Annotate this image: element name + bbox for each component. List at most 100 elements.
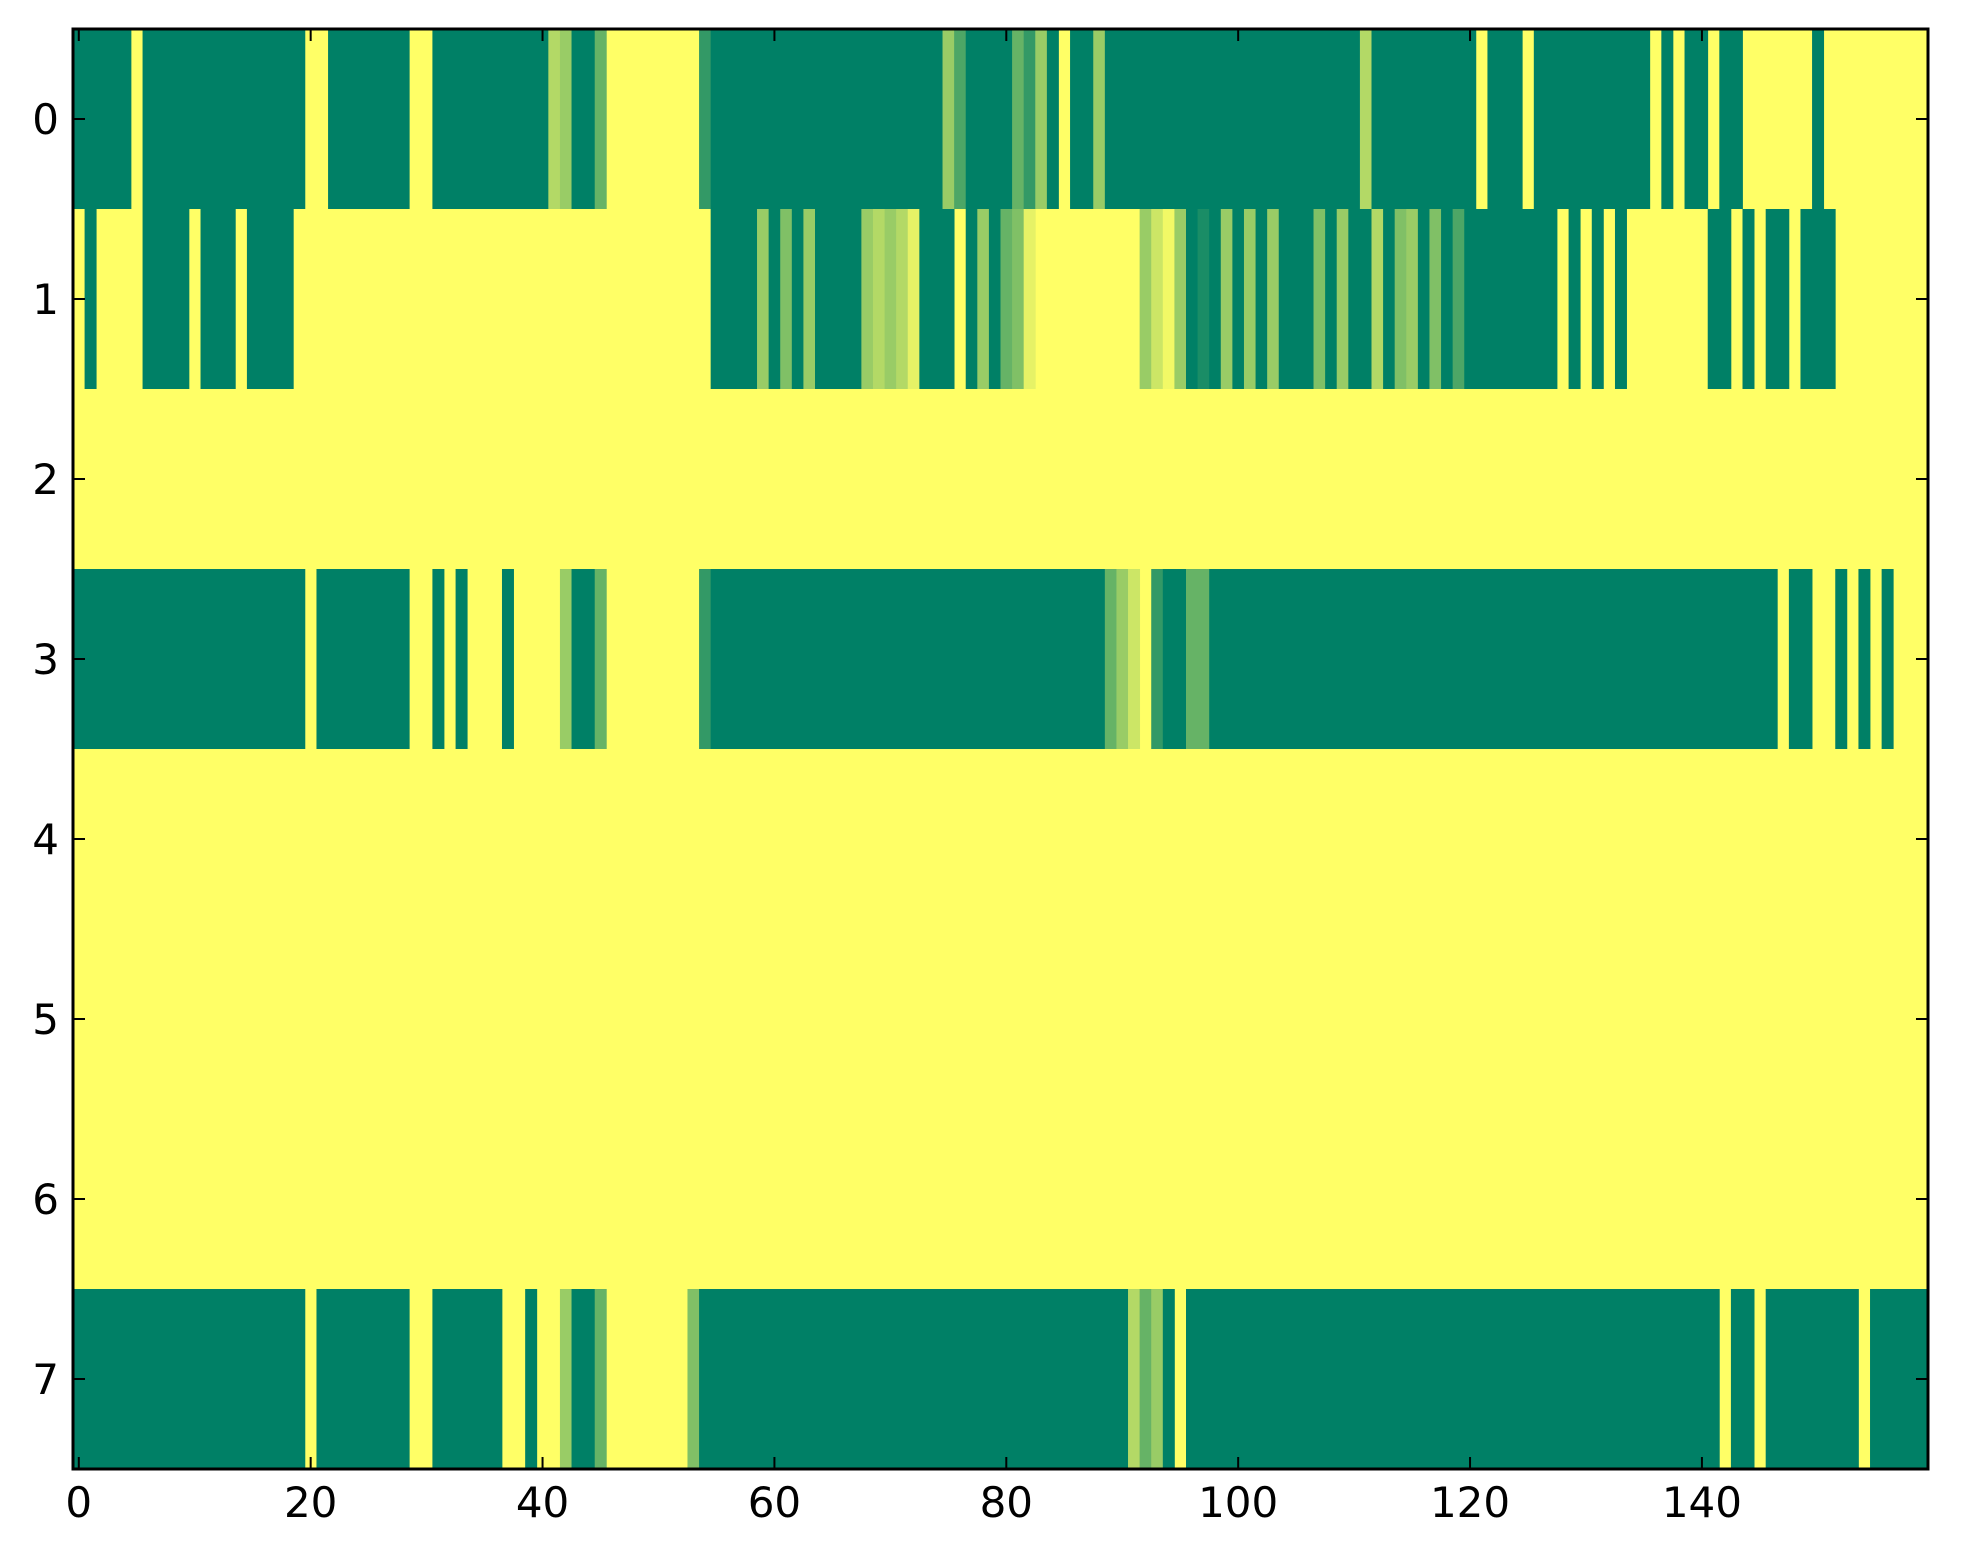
heatmap-cell-row-1 bbox=[1012, 209, 1025, 389]
heatmap-cell-row-1 bbox=[1232, 209, 1245, 389]
heatmap-cell-row-1 bbox=[1765, 209, 1790, 389]
heatmap-cell-row-7 bbox=[73, 1289, 306, 1469]
heatmap-cell-row-7 bbox=[559, 1289, 572, 1469]
heatmap-cell-row-0 bbox=[1035, 29, 1048, 209]
y-tick-label: 7 bbox=[32, 1355, 59, 1404]
heatmap-cell-row-0 bbox=[594, 29, 607, 209]
heatmap-cell-row-1 bbox=[1209, 209, 1222, 389]
y-tick-label: 0 bbox=[32, 95, 59, 144]
heatmap-cell-row-1 bbox=[1452, 209, 1465, 389]
x-tick-label: 60 bbox=[748, 1478, 801, 1527]
heatmap-cell-row-1 bbox=[246, 209, 294, 389]
heatmap-cell-row-0 bbox=[1046, 29, 1059, 209]
heatmap-cell-row-1 bbox=[1313, 209, 1326, 389]
heatmap-cell-row-1 bbox=[896, 209, 909, 389]
y-tick-label: 2 bbox=[32, 455, 59, 504]
heatmap-cell-row-1 bbox=[1139, 209, 1152, 389]
heatmap-cell-row-0 bbox=[1719, 29, 1743, 209]
heatmap-cell-row-1 bbox=[988, 209, 1001, 389]
heatmap-cell-row-0 bbox=[710, 29, 943, 209]
heatmap-cell-row-1 bbox=[872, 209, 885, 389]
heatmap-cell-row-1 bbox=[1394, 209, 1407, 389]
heatmap-cell-row-3 bbox=[501, 569, 514, 749]
heatmap-cell-row-7 bbox=[316, 1289, 410, 1469]
heatmap-cell-row-1 bbox=[757, 209, 770, 389]
heatmap-cell-row-1 bbox=[1371, 209, 1384, 389]
y-tick-label: 6 bbox=[32, 1175, 59, 1224]
heatmap-cell-row-0 bbox=[1684, 29, 1709, 209]
heatmap-cell-row-3 bbox=[1209, 569, 1778, 749]
heatmap-cell-row-0 bbox=[1359, 29, 1372, 209]
heatmap-cell-row-1 bbox=[1591, 209, 1604, 389]
y-tick-label: 4 bbox=[32, 815, 59, 864]
heatmap-cell-row-1 bbox=[1406, 209, 1419, 389]
heatmap-cell-row-1 bbox=[1243, 209, 1256, 389]
heatmap-cell-row-7 bbox=[1730, 1289, 1755, 1469]
heatmap-cell-row-0 bbox=[954, 29, 967, 209]
heatmap-cell-row-1 bbox=[200, 209, 236, 389]
y-tick-label: 3 bbox=[32, 635, 59, 684]
heatmap-cell-row-1 bbox=[907, 209, 920, 389]
heatmap-cell-row-1 bbox=[1614, 209, 1627, 389]
heatmap-cell-row-3 bbox=[1116, 569, 1129, 749]
x-tick-label: 140 bbox=[1662, 1478, 1742, 1527]
heatmap-cell-row-1 bbox=[861, 209, 874, 389]
heatmap-cell-row-0 bbox=[1070, 29, 1094, 209]
heatmap-cell-row-1 bbox=[1383, 209, 1396, 389]
heatmap-cell-row-1 bbox=[1000, 209, 1013, 389]
heatmap-cell-row-1 bbox=[1255, 209, 1268, 389]
heatmap-cell-row-1 bbox=[803, 209, 816, 389]
heatmap-cell-row-0 bbox=[1533, 29, 1651, 209]
heatmap-cell-row-7 bbox=[571, 1289, 596, 1469]
heatmap-cell-row-1 bbox=[1429, 209, 1442, 389]
heatmap-cell-row-1 bbox=[1186, 209, 1198, 389]
heatmap-cell-row-0 bbox=[142, 29, 306, 209]
heatmap-cell-row-7 bbox=[594, 1289, 607, 1469]
heatmap-cell-row-1 bbox=[919, 209, 955, 389]
heatmap-cell-row-1 bbox=[768, 209, 781, 389]
heatmap-cell-row-3 bbox=[1186, 569, 1210, 749]
heatmap-cell-row-3 bbox=[1858, 569, 1871, 749]
heatmap-cell-row-1 bbox=[1023, 209, 1036, 389]
x-tick-label: 40 bbox=[516, 1478, 569, 1527]
x-tick-label: 100 bbox=[1198, 1478, 1278, 1527]
heatmap-cell-row-0 bbox=[432, 29, 549, 209]
heatmap-cell-row-0 bbox=[942, 29, 955, 209]
heatmap-cell-row-1 bbox=[1568, 209, 1581, 389]
heatmap-cell-row-1 bbox=[1707, 209, 1732, 389]
heatmap-cell-row-0 bbox=[559, 29, 572, 209]
heatmap-cell-row-7 bbox=[687, 1289, 700, 1469]
heatmap-cell-row-7 bbox=[525, 1289, 538, 1469]
y-tick-label: 5 bbox=[32, 995, 59, 1044]
heatmap-cell-row-3 bbox=[1788, 569, 1813, 749]
heatmap-cell-row-1 bbox=[965, 209, 978, 389]
heatmap-cell-row-1 bbox=[1417, 209, 1430, 389]
heatmap-cell-row-1 bbox=[791, 209, 804, 389]
heatmap-cell-row-0 bbox=[965, 29, 1013, 209]
heatmap-cell-row-1 bbox=[1220, 209, 1233, 389]
heatmap-cell-row-3 bbox=[1835, 569, 1848, 749]
heatmap-cell-row-1 bbox=[815, 209, 862, 389]
heatmap-cell-row-7 bbox=[1186, 1289, 1720, 1469]
x-tick-label: 120 bbox=[1430, 1478, 1510, 1527]
heatmap-cell-row-1 bbox=[1151, 209, 1164, 389]
heatmap-cell-row-0 bbox=[1812, 29, 1825, 209]
heatmap-cell-row-0 bbox=[1023, 29, 1036, 209]
heatmap-cell-row-0 bbox=[1487, 29, 1523, 209]
heatmap-cell-row-1 bbox=[84, 209, 97, 389]
heatmap-cell-row-3 bbox=[432, 569, 445, 749]
heatmap-cell-row-3 bbox=[699, 569, 712, 749]
heatmap-cell-row-7 bbox=[432, 1289, 503, 1469]
heatmap-cell-row-1 bbox=[142, 209, 190, 389]
heatmap-cell-row-3 bbox=[1104, 569, 1117, 749]
heatmap-cell-row-1 bbox=[1348, 209, 1372, 389]
x-tick-label: 0 bbox=[65, 1478, 92, 1527]
heatmap-cell-row-1 bbox=[1336, 209, 1349, 389]
heatmap-cell-row-3 bbox=[455, 569, 468, 749]
heatmap-cell-row-7 bbox=[1765, 1289, 1859, 1469]
heatmap-cell-row-7 bbox=[1151, 1289, 1164, 1469]
heatmap-cell-row-1 bbox=[1278, 209, 1314, 389]
heatmap-cell-row-1 bbox=[1441, 209, 1454, 389]
heatmap-cell-row-3 bbox=[1151, 569, 1164, 749]
heatmap-cell-row-1 bbox=[977, 209, 990, 389]
